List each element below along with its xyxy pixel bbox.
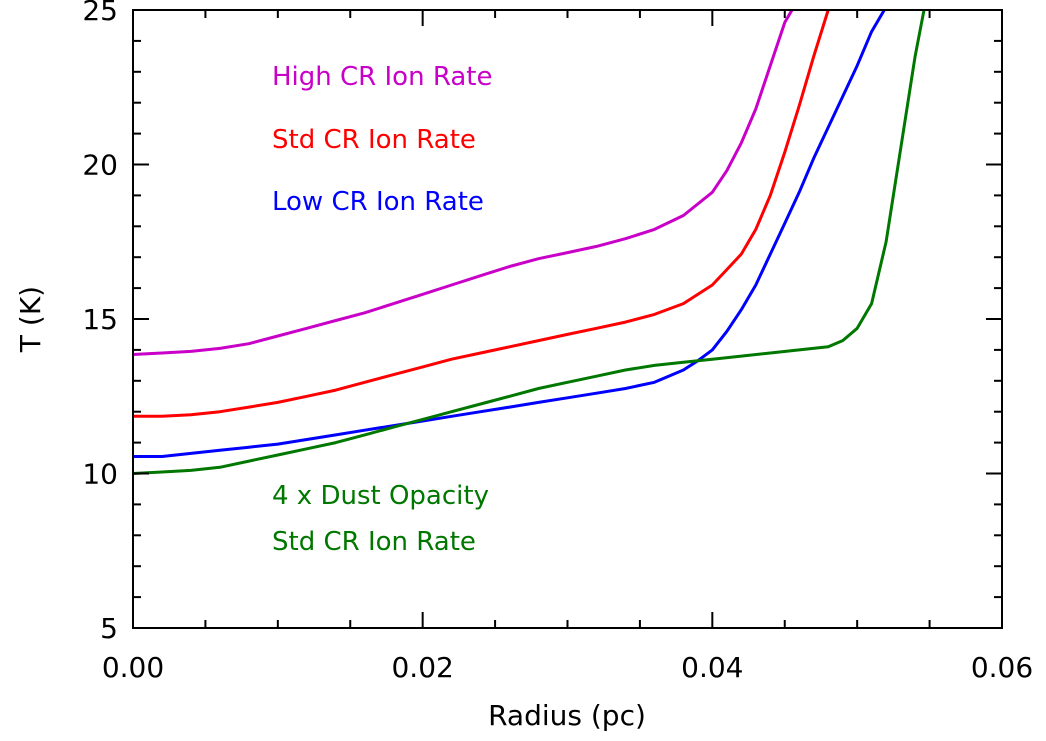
y-tick-label: 15 — [82, 303, 118, 336]
y-tick-label: 20 — [82, 149, 118, 182]
series-line-low — [133, 10, 887, 458]
plot-frame — [132, 9, 1003, 629]
annotation-dust-std-cr: Std CR Ion Rate — [272, 527, 476, 557]
x-tick-label: 0.00 — [102, 651, 164, 684]
y-axis-title: T (K) — [14, 286, 47, 353]
y-tick-label: 25 — [82, 0, 118, 27]
x-tick-label: 0.06 — [971, 651, 1033, 684]
tick-labels: 0.00 0.02 0.04 0.06 5 10 15 20 25 — [82, 0, 1033, 684]
annotation-dust-opacity: 4 x Dust Opacity — [272, 481, 489, 511]
series-line-dust1 — [133, 10, 926, 475]
x-tick-label: 0.02 — [391, 651, 453, 684]
series-line-high — [133, 10, 794, 356]
annotation-std-cr: Std CR Ion Rate — [272, 125, 476, 155]
x-axis-title: Radius (pc) — [488, 699, 646, 732]
y-tick-label: 10 — [82, 458, 118, 491]
x-tick-label: 0.04 — [681, 651, 743, 684]
series-layer — [133, 10, 926, 475]
tick-marks — [132, 9, 1003, 629]
annotation-high-cr: High CR Ion Rate — [272, 62, 492, 92]
y-tick-label: 5 — [100, 612, 118, 645]
series-line-std — [133, 10, 831, 418]
annotation-low-cr: Low CR Ion Rate — [272, 187, 484, 217]
